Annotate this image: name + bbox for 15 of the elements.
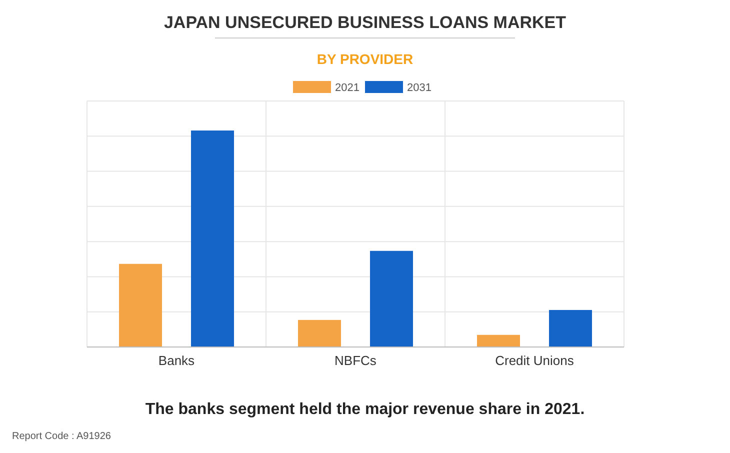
text: The banks segment held the major revenue share in 2021. (145, 401, 585, 418)
chart-title: JAPAN UNSECURED BUSINESS LOANS MARKET (164, 13, 567, 32)
bar (370, 250, 413, 347)
bar (477, 334, 520, 347)
legend-label: 2031 (407, 82, 432, 94)
chart-subtitle: BY PROVIDER (316, 51, 414, 67)
x-tick-label: Credit Unions (495, 353, 574, 368)
x-tick-label: NBFCs (334, 353, 377, 368)
x-tick-label: Banks (158, 353, 196, 368)
bar (298, 320, 341, 347)
text: Report Code : A91926 (12, 431, 112, 442)
bar (119, 264, 162, 347)
bar (191, 130, 234, 347)
legend-label: 2021 (335, 82, 360, 94)
bar (549, 310, 592, 347)
